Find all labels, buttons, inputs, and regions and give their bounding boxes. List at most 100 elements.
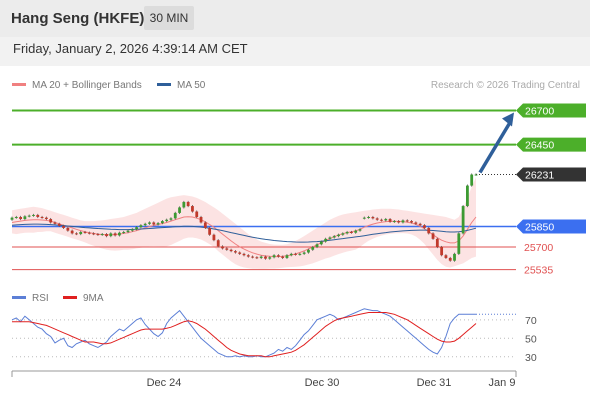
- rsi-tick-label: 50: [525, 333, 537, 345]
- legend-rsi: RSI: [12, 293, 49, 304]
- candle: [466, 185, 469, 207]
- candles: [10, 173, 478, 262]
- candle: [444, 255, 448, 258]
- candle: [36, 214, 40, 217]
- candle: [62, 225, 65, 228]
- candle: [285, 255, 289, 258]
- candle: [83, 232, 87, 234]
- timestamp: Friday, January 2, 2026 4:39:14 AM CET: [13, 41, 248, 56]
- level-label-26231: 26231: [525, 170, 554, 182]
- legend-ma20-label: MA 20 + Bollinger Bands: [32, 80, 142, 91]
- candle: [10, 217, 14, 220]
- candle: [75, 233, 78, 235]
- level-label-25850: 25850: [525, 222, 554, 234]
- candle: [191, 206, 194, 212]
- candle: [367, 216, 370, 218]
- candle: [380, 219, 383, 221]
- credit-text: Research © 2026 Trading Central: [430, 80, 580, 91]
- candle: [289, 253, 293, 256]
- candle: [234, 251, 237, 253]
- candle: [371, 216, 375, 219]
- candle: [302, 252, 306, 254]
- candle: [199, 216, 203, 223]
- candle: [431, 233, 435, 239]
- candle: [311, 247, 315, 250]
- bollinger-band: [12, 177, 476, 269]
- rsi-swatch: [12, 295, 26, 299]
- candle: [40, 216, 44, 218]
- candle: [345, 232, 349, 234]
- candle: [281, 256, 285, 258]
- candle: [474, 174, 478, 176]
- candle: [470, 174, 474, 186]
- legend-ma50-label: MA 50: [177, 80, 206, 91]
- ma20-swatch: [12, 82, 26, 86]
- candle: [461, 206, 465, 234]
- level-tag-25850: [516, 219, 586, 234]
- candle: [358, 229, 362, 231]
- candle: [216, 240, 220, 247]
- instrument-title: Hang Seng (HKFE): [11, 10, 145, 27]
- candle: [156, 223, 160, 225]
- candle: [418, 223, 422, 226]
- candle: [337, 234, 340, 237]
- candle: [435, 238, 439, 248]
- candle: [186, 201, 190, 207]
- rsi-tick-label: 30: [525, 352, 537, 364]
- candle: [238, 252, 242, 254]
- candle: [178, 207, 181, 213]
- candle: [173, 212, 177, 219]
- candle: [319, 241, 323, 245]
- candle: [130, 229, 134, 231]
- candle: [423, 225, 426, 228]
- candle: [401, 220, 405, 223]
- candle: [23, 216, 27, 220]
- candle: [118, 232, 121, 236]
- candle: [375, 218, 379, 220]
- candle: [410, 221, 413, 223]
- candle: [307, 249, 310, 253]
- candle: [242, 253, 246, 256]
- candle: [135, 227, 138, 230]
- candle: [57, 223, 61, 226]
- candle: [255, 257, 259, 259]
- candle: [294, 253, 297, 255]
- candle: [246, 255, 250, 257]
- candle: [96, 234, 100, 236]
- chart-header: Hang Seng (HKFE) 30 MIN: [0, 0, 590, 37]
- candle: [315, 244, 319, 248]
- candle: [14, 216, 18, 218]
- candle: [268, 257, 272, 259]
- candle: [182, 201, 186, 208]
- candle: [272, 255, 276, 258]
- candle: [251, 256, 254, 258]
- time-tick-label: Jan 9: [489, 377, 516, 389]
- timeframe-button[interactable]: 30 MIN: [144, 6, 194, 30]
- candle: [448, 257, 452, 261]
- level-tag-26450: [516, 137, 586, 152]
- legend-9ma: 9MA: [63, 293, 104, 304]
- projection-arrow: [478, 121, 512, 174]
- candle: [143, 223, 147, 226]
- ma50-swatch: [157, 82, 171, 86]
- level-tag-26700: [516, 103, 586, 118]
- candle: [264, 256, 267, 259]
- candle: [457, 233, 461, 254]
- legend-9ma-label: 9MA: [83, 293, 104, 304]
- candle: [148, 222, 151, 224]
- time-tick-label: Dec 30: [305, 377, 340, 389]
- rsi-series-rsi: [11, 308, 476, 358]
- level-label-26700: 26700: [525, 105, 554, 117]
- candle: [397, 221, 401, 223]
- candle: [87, 232, 91, 234]
- level-tag-26231: [516, 167, 586, 182]
- candle: [19, 216, 22, 220]
- candle: [384, 219, 388, 221]
- legend-rsi-label: RSI: [32, 293, 49, 304]
- candle: [70, 230, 74, 234]
- candle: [225, 248, 229, 250]
- legend-ma20: MA 20 + Bollinger Bands: [12, 80, 142, 91]
- rsi-ma-swatch: [63, 295, 77, 299]
